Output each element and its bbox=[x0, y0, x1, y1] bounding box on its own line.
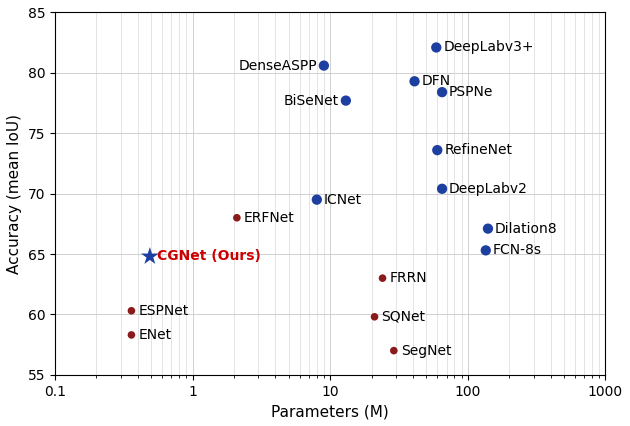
Text: ENet: ENet bbox=[139, 328, 171, 342]
Point bbox=[232, 214, 242, 221]
Point bbox=[437, 185, 447, 192]
Text: BiSeNet: BiSeNet bbox=[284, 94, 339, 108]
Text: ESPNet: ESPNet bbox=[139, 304, 188, 318]
Point bbox=[389, 347, 399, 354]
Text: DeepLabv3+: DeepLabv3+ bbox=[444, 40, 534, 55]
Text: FCN-8s: FCN-8s bbox=[493, 243, 542, 257]
Point bbox=[481, 247, 491, 254]
Point bbox=[410, 78, 420, 85]
X-axis label: Parameters (M): Parameters (M) bbox=[272, 404, 389, 419]
Y-axis label: Accuracy (mean IoU): Accuracy (mean IoU) bbox=[7, 114, 22, 273]
Text: RefineNet: RefineNet bbox=[444, 143, 512, 157]
Point bbox=[432, 44, 442, 51]
Text: SegNet: SegNet bbox=[401, 344, 451, 357]
Point bbox=[127, 331, 137, 338]
Text: SQNet: SQNet bbox=[382, 310, 425, 324]
Point bbox=[369, 314, 379, 320]
Text: ERFNet: ERFNet bbox=[244, 211, 295, 225]
Point bbox=[341, 97, 351, 104]
Point bbox=[437, 89, 447, 95]
Text: DenseASPP: DenseASPP bbox=[238, 59, 317, 72]
Point bbox=[377, 275, 387, 282]
Point bbox=[319, 62, 329, 69]
Text: DFN: DFN bbox=[421, 74, 450, 88]
Point bbox=[432, 147, 442, 153]
Text: PSPNe: PSPNe bbox=[449, 85, 493, 99]
Point bbox=[312, 196, 322, 203]
Text: FRRN: FRRN bbox=[389, 271, 427, 285]
Text: CGNet (Ours): CGNet (Ours) bbox=[157, 249, 261, 263]
Point bbox=[483, 225, 493, 232]
Point bbox=[145, 253, 155, 260]
Text: Dilation8: Dilation8 bbox=[495, 222, 558, 236]
Text: DeepLabv2: DeepLabv2 bbox=[449, 182, 528, 196]
Text: ICNet: ICNet bbox=[324, 193, 362, 207]
Point bbox=[127, 307, 137, 314]
